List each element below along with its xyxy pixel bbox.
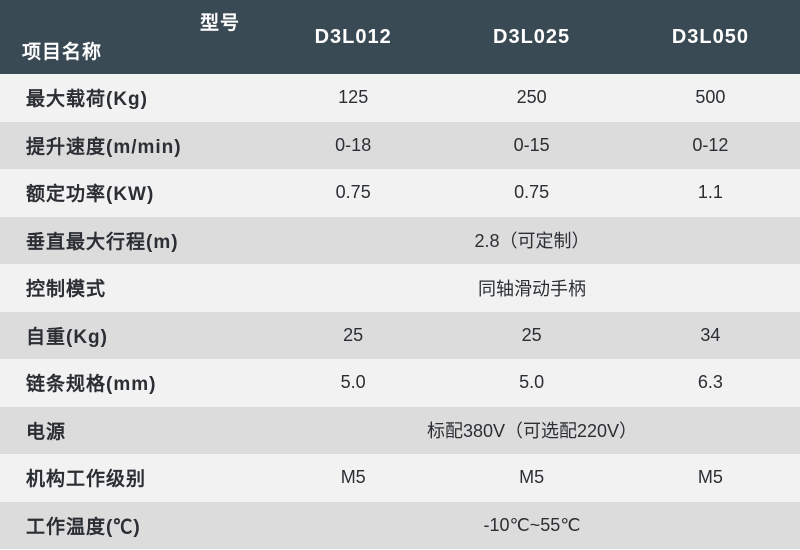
row-label: 垂直最大行程(m)	[0, 217, 264, 265]
header-model-2: D3L050	[621, 0, 800, 74]
row-value: 0-12	[621, 122, 800, 170]
row-label: 电源	[0, 407, 264, 455]
header-corner-bottom: 项目名称	[22, 37, 102, 64]
table-row: 最大载荷(Kg)125250500	[0, 74, 800, 122]
row-value: 1.1	[621, 169, 800, 217]
table-row: 控制模式同轴滑动手柄	[0, 264, 800, 312]
table-row: 额定功率(KW)0.750.751.1	[0, 169, 800, 217]
row-value: 125	[264, 74, 442, 122]
table-row: 工作温度(℃)-10℃~55℃	[0, 502, 800, 550]
row-value: M5	[442, 454, 620, 502]
header-corner: 型号 项目名称	[0, 0, 264, 74]
table-row: 链条规格(mm)5.05.06.3	[0, 359, 800, 407]
row-label: 工作温度(℃)	[0, 502, 264, 550]
row-value-merged: 标配380V（可选配220V）	[264, 407, 800, 455]
row-value: 250	[442, 74, 620, 122]
row-value: 25	[264, 312, 442, 360]
row-label: 提升速度(m/min)	[0, 122, 264, 170]
row-label: 链条规格(mm)	[0, 359, 264, 407]
row-label: 控制模式	[0, 264, 264, 312]
table-row: 提升速度(m/min)0-180-150-12	[0, 122, 800, 170]
row-value: 34	[621, 312, 800, 360]
row-value: 0-15	[442, 122, 620, 170]
row-value: M5	[264, 454, 442, 502]
row-value: 5.0	[442, 359, 620, 407]
row-value-merged: -10℃~55℃	[264, 502, 800, 550]
row-label: 最大载荷(Kg)	[0, 74, 264, 122]
row-value: M5	[621, 454, 800, 502]
header-model-0: D3L012	[264, 0, 442, 74]
header-row: 型号 项目名称 D3L012 D3L025 D3L050	[0, 0, 800, 74]
row-label: 机构工作级别	[0, 454, 264, 502]
header-corner-top: 型号	[200, 8, 240, 35]
table-row: 自重(Kg)252534	[0, 312, 800, 360]
row-value-merged: 同轴滑动手柄	[264, 264, 800, 312]
table-row: 电源标配380V（可选配220V）	[0, 407, 800, 455]
table-body: 最大载荷(Kg)125250500提升速度(m/min)0-180-150-12…	[0, 74, 800, 549]
row-value: 6.3	[621, 359, 800, 407]
row-label: 自重(Kg)	[0, 312, 264, 360]
spec-table: 型号 项目名称 D3L012 D3L025 D3L050 最大载荷(Kg)125…	[0, 0, 800, 549]
table-row: 垂直最大行程(m)2.8（可定制）	[0, 217, 800, 265]
header-model-1: D3L025	[442, 0, 620, 74]
row-value: 0.75	[442, 169, 620, 217]
row-value-merged: 2.8（可定制）	[264, 217, 800, 265]
row-value: 0-18	[264, 122, 442, 170]
row-label: 额定功率(KW)	[0, 169, 264, 217]
row-value: 500	[621, 74, 800, 122]
row-value: 0.75	[264, 169, 442, 217]
row-value: 25	[442, 312, 620, 360]
row-value: 5.0	[264, 359, 442, 407]
table-row: 机构工作级别M5M5M5	[0, 454, 800, 502]
